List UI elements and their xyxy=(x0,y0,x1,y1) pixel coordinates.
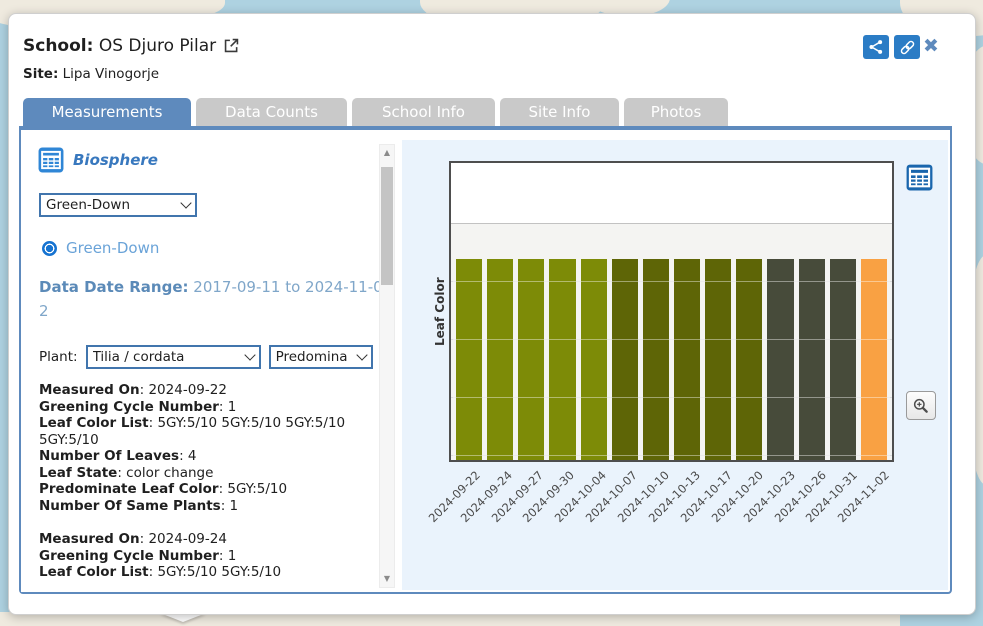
tab-data-counts[interactable]: Data Counts xyxy=(196,98,347,126)
biosphere-table-icon[interactable] xyxy=(38,147,64,173)
measurement-field: Leaf Color List: 5GY:5/10 5GY:5/10 5GY:5… xyxy=(39,415,346,448)
chart-bar-2024-09-22[interactable] xyxy=(456,259,483,460)
chart-gridline-overlay xyxy=(453,339,890,340)
site-label: Site: xyxy=(23,66,59,82)
chart-gridline xyxy=(451,281,892,282)
radio-label: Green-Down xyxy=(66,239,160,257)
chart-bars xyxy=(453,259,890,460)
chart-bar-2024-09-30[interactable] xyxy=(549,259,576,460)
zoom-in-button[interactable] xyxy=(906,391,936,420)
tab-site-info[interactable]: Site Info xyxy=(500,98,619,126)
link-icon xyxy=(900,40,914,54)
measurement-field: Greening Cycle Number: 1 xyxy=(39,398,237,415)
tab-school-info[interactable]: School Info xyxy=(352,98,495,126)
sidebar-scrollbar[interactable]: ▲ ▼ xyxy=(379,144,395,588)
radio-selected-icon xyxy=(42,240,57,256)
leaf-color-chart xyxy=(449,161,894,462)
chevron-down-icon xyxy=(243,349,256,361)
tab-measurements[interactable]: Measurements xyxy=(23,98,191,126)
scroll-down-icon[interactable]: ▼ xyxy=(383,574,391,583)
site-title: Site: Lipa Vinogorje xyxy=(23,66,159,82)
y-axis-label: Leaf Color xyxy=(433,277,447,346)
site-name: Lipa Vinogorje xyxy=(62,66,160,82)
measurement-block: Measured On: 2024-09-24 Greening Cycle Nu… xyxy=(39,531,371,581)
protocol-select-value: Green-Down xyxy=(46,197,131,213)
date-range-value: 2017-09-11 to 2024-11-02 xyxy=(39,278,383,320)
chart-bar-2024-10-13[interactable] xyxy=(673,259,701,460)
chart-bar-2024-09-27[interactable] xyxy=(518,259,545,460)
magnifier-plus-icon xyxy=(913,398,928,413)
close-icon[interactable]: ✖ xyxy=(923,35,939,57)
tab-photos[interactable]: Photos xyxy=(624,98,728,126)
plant-select[interactable]: Tilia / cordata xyxy=(85,345,261,369)
measurement-field: Greening Cycle Number: 1 xyxy=(39,547,237,564)
measurements-panel: Biosphere Green-Down Green-Down Data Dat… xyxy=(19,126,952,594)
table-icon xyxy=(906,164,933,191)
measurement-field: Leaf State: color change xyxy=(39,464,214,481)
open-school-page-icon[interactable] xyxy=(222,36,241,55)
chevron-down-icon xyxy=(180,197,192,209)
attribute-select[interactable]: Predomina xyxy=(268,345,373,369)
chart-gridline xyxy=(451,397,892,398)
chart-gridline xyxy=(451,339,892,340)
protocol-select[interactable]: Green-Down xyxy=(39,193,197,217)
chart-bar-2024-10-26[interactable] xyxy=(798,259,825,460)
tab-bar: Measurements Data Counts School Info Site I… xyxy=(23,98,728,126)
data-date-range: Data Date Range: 2017-09-11 to 2024-11-0… xyxy=(39,275,391,323)
school-name: OS Djuro Pilar xyxy=(98,36,217,56)
chart-bar-2024-10-31[interactable] xyxy=(829,259,856,460)
map-land-blob xyxy=(588,0,670,16)
popup-pointer xyxy=(160,613,206,622)
chart-bar-2024-10-10[interactable] xyxy=(642,259,669,460)
plant-select-value: Tilia / cordata xyxy=(92,349,185,365)
scrollbar-thumb[interactable] xyxy=(381,167,393,285)
chart-bar-2024-10-23[interactable] xyxy=(767,259,794,460)
chart-pane: Leaf Color 2024-09-22 2024-09-24 2024-09-2… xyxy=(402,140,948,590)
measurement-field: Predominate Leaf Color: 5GY:5/10 xyxy=(39,481,288,497)
chart-gridline-overlay xyxy=(453,397,890,398)
measurement-block: Measured On: 2024-09-22 Greening Cycle Nu… xyxy=(39,382,371,514)
measurements-sidebar: Biosphere Green-Down Green-Down Data Dat… xyxy=(21,130,401,592)
link-button[interactable] xyxy=(894,35,920,59)
measurement-list: Measured On: 2024-09-22 Greening Cycle Nu… xyxy=(39,382,371,592)
measurement-field: Measured On: 2024-09-22 xyxy=(39,382,227,398)
measurement-field: Number Of Same Plants: 1 xyxy=(39,497,239,514)
chevron-down-icon xyxy=(355,349,368,361)
chart-bar-2024-10-20[interactable] xyxy=(736,259,763,460)
chart-gridline-overlay xyxy=(453,281,890,282)
plant-label: Plant: xyxy=(39,349,78,365)
school-title: School: OS Djuro Pilar xyxy=(23,36,241,56)
measurement-field: Number Of Leaves: 4 xyxy=(39,448,197,464)
chart-bar-2024-09-24[interactable] xyxy=(487,259,514,460)
attribute-select-value: Predomina xyxy=(275,349,348,365)
scroll-up-icon[interactable]: ▲ xyxy=(383,148,391,157)
chart-bar-2024-11-02[interactable] xyxy=(860,259,887,460)
chart-bar-2024-10-07[interactable] xyxy=(611,259,638,460)
site-popup-dialog: School: OS Djuro Pilar Site: Lipa Vinogo… xyxy=(8,13,976,615)
chart-bar-2024-10-17[interactable] xyxy=(705,259,732,460)
section-title: Biosphere xyxy=(73,151,158,169)
chart-bar-2024-10-04[interactable] xyxy=(580,259,607,460)
chart-gridline xyxy=(451,223,892,224)
chart-gridline xyxy=(451,455,892,456)
date-range-label: Data Date Range: xyxy=(39,278,189,296)
measurement-field: Leaf Color List: 5GY:5/10 5GY:5/10 xyxy=(39,564,282,580)
chart-gridline-overlay xyxy=(453,455,890,456)
share-icon xyxy=(869,40,883,54)
greendown-radio[interactable]: Green-Down xyxy=(42,239,159,257)
measurement-field: Measured On: 2024-09-24 xyxy=(39,531,227,547)
school-label: School: xyxy=(23,36,94,56)
share-button[interactable] xyxy=(863,35,889,59)
data-table-button[interactable] xyxy=(906,164,933,191)
